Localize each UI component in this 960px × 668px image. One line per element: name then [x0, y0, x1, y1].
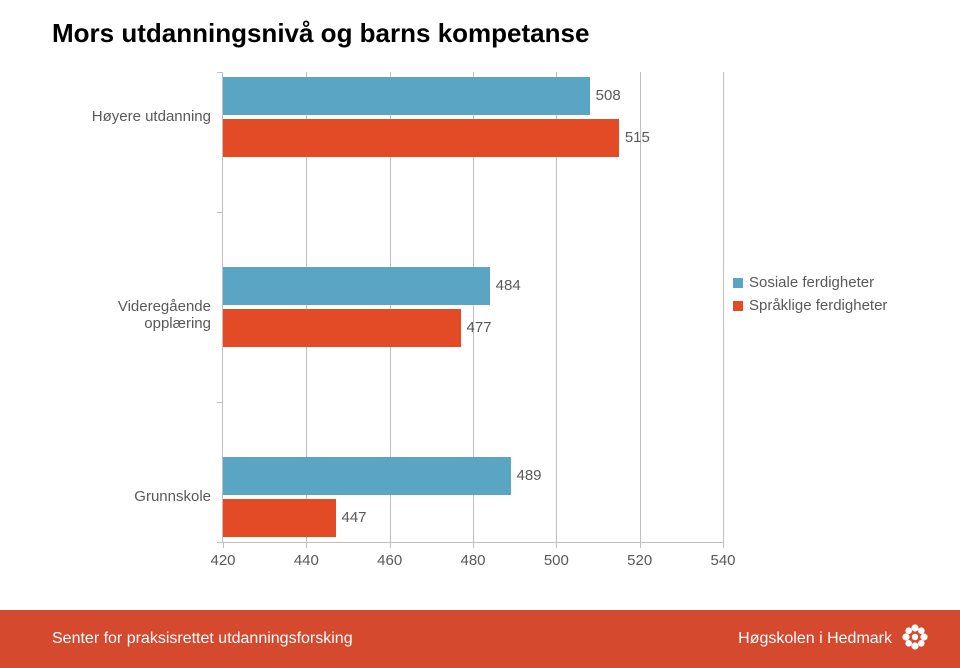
chart-bar: [223, 499, 336, 537]
legend-item: Språklige ferdigheter: [733, 297, 908, 314]
chart-x-tick-mark: [223, 542, 224, 548]
page-title: Mors utdanningsnivå og barns kompetanse: [52, 18, 589, 49]
chart-y-tick-mark: [217, 542, 223, 543]
chart: 420 440 460 480 500 520 540 Høyere utdanning 508…: [52, 72, 908, 580]
chart-bar: [223, 119, 619, 157]
footer-logo: Høgskolen i Hedmark: [738, 622, 930, 657]
chart-x-tick-label: 520: [627, 552, 652, 569]
legend-label: Språklige ferdigheter: [749, 297, 887, 314]
chart-category-label: Videregående opplæring: [51, 298, 211, 332]
footer-bar: Senter for praksisrettet utdanningsforsk…: [0, 610, 960, 668]
footer-logo-text: Høgskolen i Hedmark: [738, 630, 892, 648]
chart-bar: [223, 77, 590, 115]
chart-x-tick-label: 500: [544, 552, 569, 569]
chart-bar-value-label: 508: [596, 87, 621, 104]
chart-x-tick-mark: [473, 542, 474, 548]
chart-x-tick-mark: [556, 542, 557, 548]
chart-y-tick-mark: [217, 212, 223, 213]
flower-icon: [900, 622, 930, 657]
chart-bar: [223, 309, 461, 347]
legend-label: Sosiale ferdigheter: [749, 274, 874, 291]
chart-bar: [223, 267, 490, 305]
chart-gridline: [723, 72, 724, 542]
chart-x-tick-mark: [640, 542, 641, 548]
chart-x-tick-label: 540: [710, 552, 735, 569]
chart-x-tick-label: 460: [377, 552, 402, 569]
chart-y-tick-mark: [217, 72, 223, 73]
legend-swatch: [733, 301, 743, 311]
chart-bar-value-label: 515: [625, 129, 650, 146]
chart-bar-value-label: 477: [467, 319, 492, 336]
chart-x-tick-label: 480: [460, 552, 485, 569]
slide: Mors utdanningsnivå og barns kompetanse …: [0, 0, 960, 668]
chart-plot: 420440460480500520540Høyere utdanning508…: [222, 72, 723, 543]
chart-bar-value-label: 484: [496, 277, 521, 294]
chart-bar: [223, 457, 511, 495]
chart-x-tick-label: 440: [294, 552, 319, 569]
chart-x-tick-mark: [390, 542, 391, 548]
chart-x-tick-mark: [306, 542, 307, 548]
legend-item: Sosiale ferdigheter: [733, 274, 908, 291]
chart-bar-value-label: 489: [517, 467, 542, 484]
chart-y-tick-mark: [217, 402, 223, 403]
chart-bar-value-label: 447: [342, 509, 367, 526]
chart-x-tick-label: 420: [210, 552, 235, 569]
footer-text: Senter for praksisrettet utdanningsforsk…: [52, 630, 353, 648]
chart-category-label: Høyere utdanning: [51, 108, 211, 125]
chart-legend: Sosiale ferdigheter Språklige ferdigheter: [733, 274, 908, 320]
legend-swatch: [733, 278, 743, 288]
chart-category-label: Grunnskole: [51, 488, 211, 505]
chart-x-tick-mark: [723, 542, 724, 548]
